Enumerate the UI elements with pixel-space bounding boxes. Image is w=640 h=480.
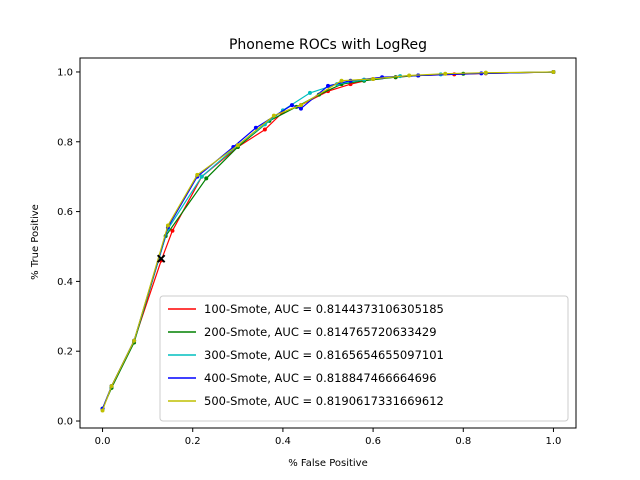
series-5-point [165,223,170,228]
y-tick-label: 0.6 [57,207,73,218]
y-tick-label: 1.0 [57,67,73,78]
series-5-point [100,408,105,413]
series-5-point [443,71,448,76]
series-1-point [170,228,175,233]
legend-entry-2: 200-Smote, AUC = 0.814765720633429 [204,325,437,339]
x-tick-label: 0.4 [275,436,291,447]
y-tick-label: 0.0 [57,417,73,428]
series-4-point [298,106,303,111]
legend-box [159,295,569,422]
x-tick-label: 0.0 [95,436,111,447]
y-axis-label: % True Positive [30,204,41,280]
series-3-point [307,90,312,95]
x-tick-label: 0.2 [185,436,201,447]
x-tick-label: 0.6 [365,436,381,447]
series-5-point [371,76,376,81]
series-5-point [235,143,240,148]
x-tick-label: 0.8 [455,436,471,447]
series-line-5 [101,71,554,411]
series-5-point [298,103,303,108]
series-4-point [289,103,294,108]
series-5-point [271,113,276,118]
plot-frame [79,57,577,429]
series-5-point [195,172,200,177]
series-3-point [199,174,204,179]
series-5-point [551,69,556,74]
legend-entry-4: 400-Smote, AUC = 0.818847466664696 [204,371,437,385]
series-5-point [483,70,488,75]
series-5-point [132,338,137,343]
x-axis-label: % False Positive [288,458,368,469]
y-tick-label: 0.2 [57,347,73,358]
series-1-point [262,127,267,132]
series-5-point [407,73,412,78]
series-5-point [109,384,114,389]
threshold-marker [156,254,166,263]
y-tick-label: 0.8 [57,137,73,148]
chart-title: Phoneme ROCs with LogReg [229,37,427,53]
legend: 100-Smote, AUC = 0.8144373106305185 200-S… [159,295,569,422]
series-5-point [339,78,344,83]
series-4-point [253,125,258,130]
legend-entry-3: 300-Smote, AUC = 0.8165654655097101 [204,348,444,362]
x-tick-label: 1.0 [546,436,562,447]
y-tick-label: 0.4 [57,277,73,288]
series-2-point [204,176,209,181]
plot-area: 0.0 0.2 0.4 0.6 0.8 1.0 0.0 0.2 0.4 0.6 0.8 1.0 [57,57,577,447]
legend-entry-5: 500-Smote, AUC = 0.8190617331669612 [204,394,444,408]
series-4-point [326,83,330,88]
legend-entry-1: 100-Smote, AUC = 0.8144373106305185 [204,302,444,316]
